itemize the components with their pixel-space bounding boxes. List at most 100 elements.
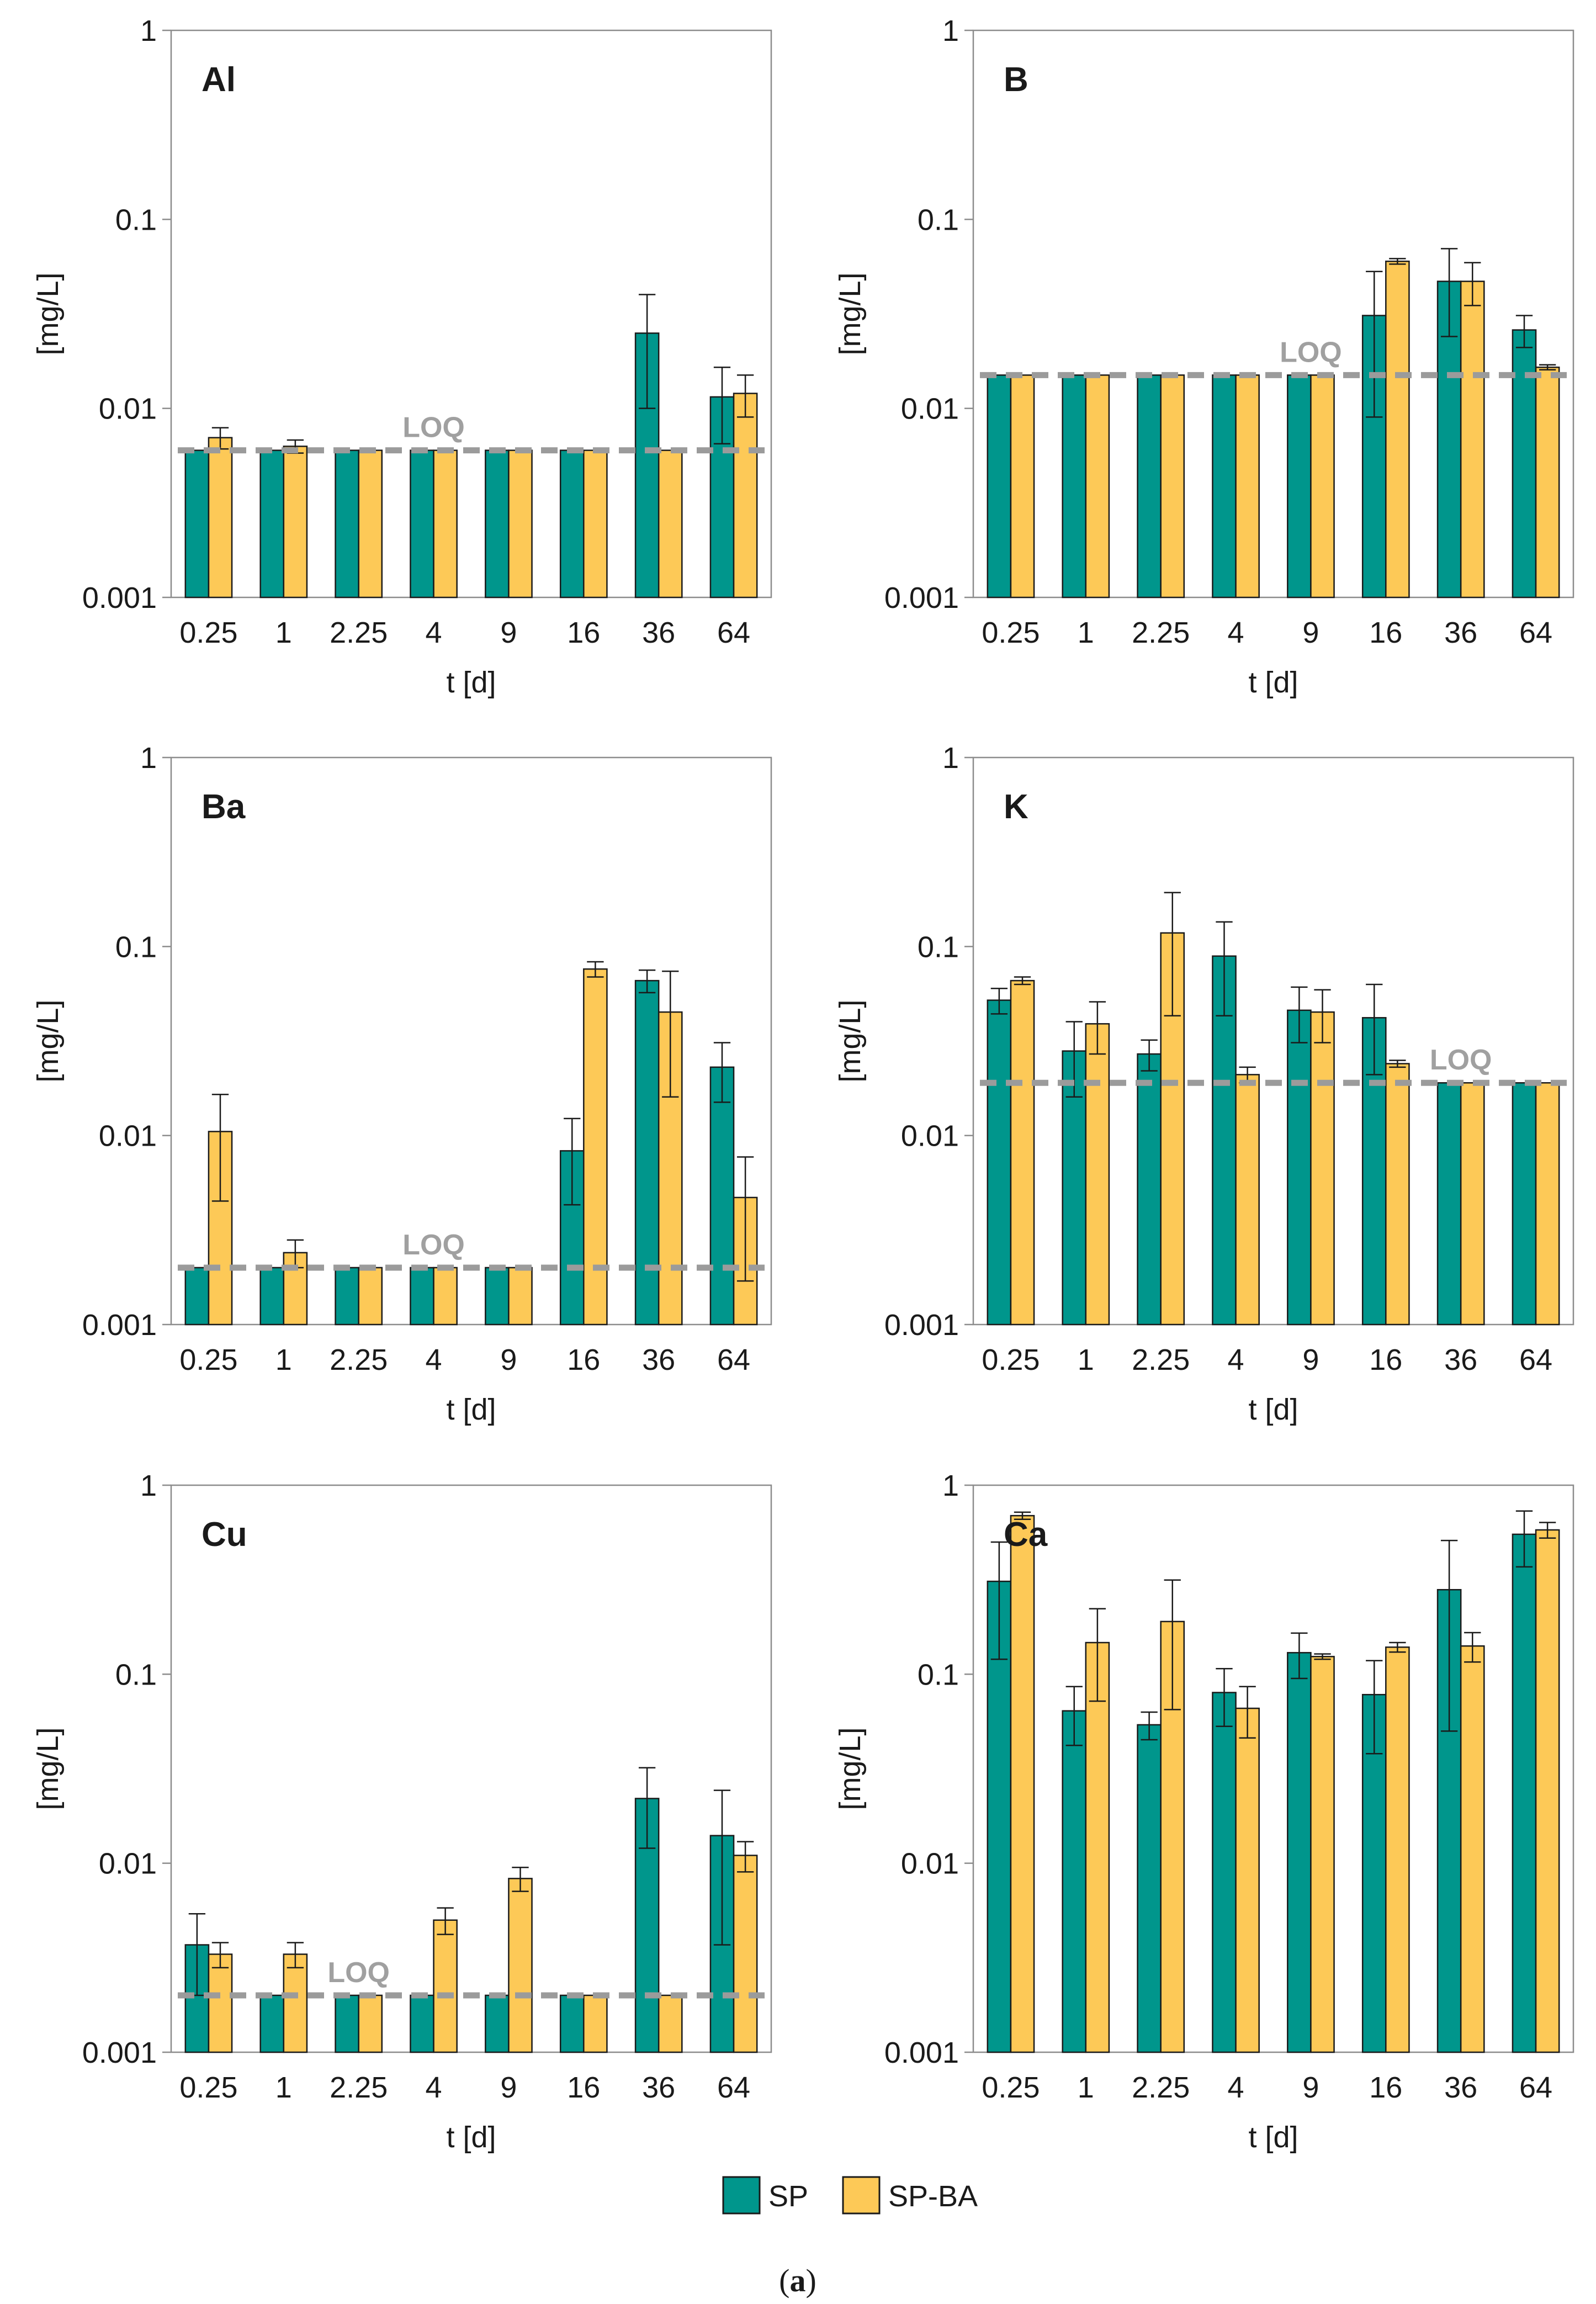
x-tick-label: 9: [500, 616, 517, 649]
bar-sp-ba: [358, 449, 383, 598]
bar-sp: [1361, 315, 1387, 598]
x-tick-label: 36: [642, 2071, 675, 2104]
loq-label: LOQ: [1280, 336, 1342, 368]
bar-sp: [1212, 374, 1237, 598]
bar-sp: [1512, 1082, 1537, 1326]
y-tick-label: 0.001: [82, 581, 157, 615]
x-axis-title: t [d]: [446, 1393, 496, 1426]
y-tick-label: 0.1: [115, 930, 157, 963]
x-tick-label: 1: [1078, 1343, 1094, 1376]
bar-sp: [1512, 1533, 1537, 2053]
x-tick-label: 4: [1228, 2071, 1244, 2104]
bar-sp: [559, 1994, 585, 2053]
x-tick-label: 36: [642, 616, 675, 649]
bar-sp-ba: [433, 1919, 458, 2053]
y-tick-label: 0.001: [884, 2036, 959, 2069]
x-axis-title: t [d]: [1248, 2121, 1298, 2154]
y-tick-label: 1: [140, 741, 157, 775]
x-axis-title: t [d]: [1248, 1393, 1298, 1426]
loq-label: LOQ: [1430, 1044, 1492, 1076]
y-axis-title: [mg/L]: [834, 1727, 867, 1810]
y-tick-label: 0.1: [918, 203, 959, 236]
y-tick-label: 0.001: [884, 581, 959, 615]
bar-sp-ba: [1160, 374, 1185, 598]
bar-sp: [410, 1994, 434, 2053]
plot-frame: [972, 1484, 1574, 2053]
bar-sp: [987, 999, 1012, 1326]
panel-title: B: [1004, 61, 1028, 99]
y-axis-title: [mg/L]: [31, 272, 65, 355]
x-tick-label: 36: [1444, 616, 1477, 649]
x-axis-title: t [d]: [1248, 666, 1298, 699]
panel-title: Ba: [202, 788, 246, 826]
bar-sp-ba: [1085, 374, 1110, 598]
bar-sp-ba: [508, 1878, 533, 2053]
bar-sp-ba: [283, 1953, 308, 2053]
x-tick-label: 4: [1228, 1343, 1244, 1376]
x-tick-label: 4: [426, 1343, 442, 1376]
bar-sp-ba: [1235, 1074, 1260, 1326]
bar-sp: [259, 1994, 285, 2053]
plot-frame: [170, 1484, 772, 2053]
y-tick-label: 0.001: [82, 1309, 157, 1342]
bar-sp-ba: [433, 1267, 458, 1326]
y-tick-label: 0.001: [82, 2036, 157, 2069]
x-tick-label: 64: [1519, 1343, 1552, 1376]
bar-sp: [335, 1994, 359, 2053]
bar-sp: [410, 1267, 434, 1326]
x-tick-label: 16: [567, 2071, 600, 2104]
x-tick-label: 64: [717, 2071, 750, 2104]
panel-title: Al: [202, 61, 236, 99]
x-tick-label: 16: [1369, 1343, 1402, 1376]
chart-panels: 0.001 0.01 0.1 1 0.25 1 2.25 4 9 16 36 64 LOQ Al t [d]…: [31, 14, 1574, 2154]
x-tick-label: 64: [717, 616, 750, 649]
bar-sp-ba: [1460, 1645, 1485, 2053]
bar-sp-ba: [1010, 374, 1035, 598]
bar-sp-ba: [358, 1267, 383, 1326]
bar-sp-ba: [583, 1994, 608, 2053]
x-tick-label: 9: [1302, 616, 1319, 649]
bar-sp-ba: [1235, 1707, 1260, 2053]
x-tick-label: 16: [567, 616, 600, 649]
x-tick-label: 64: [1519, 2071, 1552, 2104]
legend-swatch-sp: [722, 2176, 761, 2215]
bar-sp: [1212, 955, 1237, 1326]
x-tick-label: 64: [717, 1343, 750, 1376]
chart-panel-ba: 0.001 0.01 0.1 1 0.25 1 2.25 4 9 16 36 64 LOQ Ba t [d]…: [31, 741, 772, 1426]
y-tick-label: 0.1: [115, 203, 157, 236]
bar-sp-ba: [1085, 1023, 1110, 1326]
bar-sp: [335, 1267, 359, 1326]
bar-sp: [1287, 1652, 1312, 2053]
x-tick-label: 16: [1369, 2071, 1402, 2104]
bar-sp-ba: [1310, 1656, 1335, 2053]
bar-sp-ba: [658, 449, 683, 598]
bar-sp: [259, 449, 285, 598]
chart-panel-k: 0.001 0.01 0.1 1 0.25 1 2.25 4 9 16 36 64 LOQ Kt [d] […: [834, 741, 1574, 1426]
x-tick-label: 2.25: [330, 2071, 388, 2104]
bar-sp: [184, 449, 210, 598]
bar-sp-ba: [583, 968, 608, 1326]
bar-sp-ba: [1010, 979, 1035, 1326]
bar-sp-ba: [1385, 261, 1410, 598]
figure-caption: (a): [779, 2263, 816, 2298]
x-tick-label: 2.25: [1132, 1343, 1190, 1376]
bar-sp: [987, 374, 1012, 598]
y-tick-label: 0.01: [99, 393, 157, 426]
x-tick-label: 16: [567, 1343, 600, 1376]
bar-sp-ba: [208, 1953, 233, 2053]
bar-sp-ba: [283, 446, 308, 598]
y-tick-label: 0.01: [901, 1120, 959, 1153]
x-tick-label: 36: [1444, 2071, 1477, 2104]
x-tick-label: 2.25: [330, 616, 388, 649]
x-tick-label: 9: [500, 2071, 517, 2104]
bar-sp-ba: [1385, 1646, 1410, 2053]
bar-sp-ba: [733, 1855, 758, 2053]
chart-panel-b: 0.001 0.01 0.1 1 0.25 1 2.25 4 9 16 36 64 LOQ Bt [d] […: [834, 14, 1574, 699]
x-tick-label: 1: [1078, 2071, 1094, 2104]
bar-sp-ba: [733, 393, 758, 598]
x-tick-label: 9: [500, 1343, 517, 1376]
legend-swatch-spba: [842, 2176, 881, 2215]
x-tick-label: 9: [1302, 2071, 1319, 2104]
y-axis-title: [mg/L]: [31, 999, 65, 1082]
